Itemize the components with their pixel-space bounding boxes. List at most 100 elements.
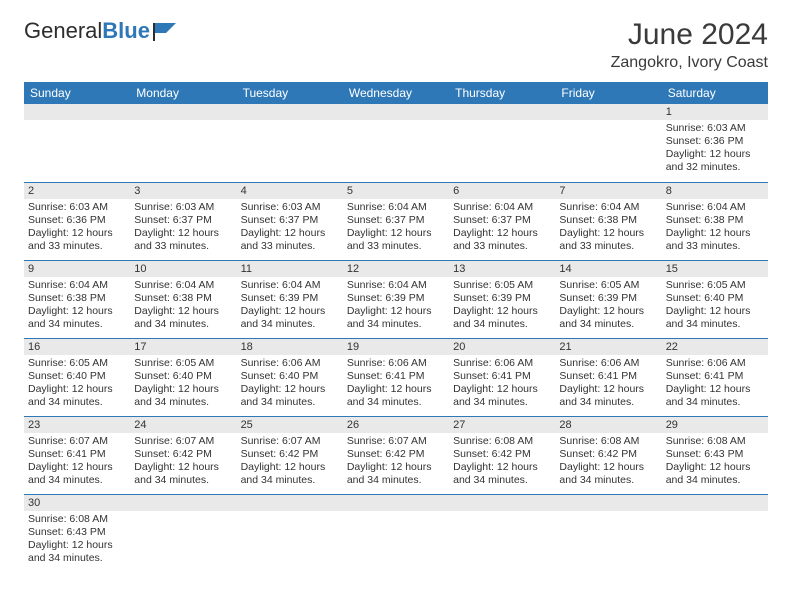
daylight-line: Daylight: 12 hours and 32 minutes. — [666, 148, 764, 174]
daylight-line: Daylight: 12 hours and 34 minutes. — [453, 461, 551, 487]
day-number: 6 — [449, 183, 555, 199]
day-number: 20 — [449, 339, 555, 355]
sunset-line: Sunset: 6:42 PM — [453, 448, 551, 461]
daylight-line: Daylight: 12 hours and 33 minutes. — [347, 227, 445, 253]
calendar-cell: 22Sunrise: 6:06 AMSunset: 6:41 PMDayligh… — [662, 338, 768, 416]
calendar-cell: 23Sunrise: 6:07 AMSunset: 6:41 PMDayligh… — [24, 416, 130, 494]
daylight-line: Daylight: 12 hours and 33 minutes. — [666, 227, 764, 253]
day-number: 19 — [343, 339, 449, 355]
daylight-line: Daylight: 12 hours and 34 minutes. — [241, 461, 339, 487]
day-number-empty — [555, 104, 661, 120]
day-details: Sunrise: 6:03 AMSunset: 6:36 PMDaylight:… — [662, 120, 768, 177]
calendar-cell: 9Sunrise: 6:04 AMSunset: 6:38 PMDaylight… — [24, 260, 130, 338]
calendar-table: Sunday Monday Tuesday Wednesday Thursday… — [24, 82, 768, 572]
sunset-line: Sunset: 6:43 PM — [28, 526, 126, 539]
day-number-empty — [555, 495, 661, 511]
sunrise-line: Sunrise: 6:04 AM — [241, 279, 339, 292]
calendar-cell: 2Sunrise: 6:03 AMSunset: 6:36 PMDaylight… — [24, 182, 130, 260]
day-number: 12 — [343, 261, 449, 277]
day-details: Sunrise: 6:05 AMSunset: 6:40 PMDaylight:… — [662, 277, 768, 334]
day-details: Sunrise: 6:06 AMSunset: 6:41 PMDaylight:… — [662, 355, 768, 412]
sunrise-line: Sunrise: 6:08 AM — [28, 513, 126, 526]
calendar-cell: 16Sunrise: 6:05 AMSunset: 6:40 PMDayligh… — [24, 338, 130, 416]
sunset-line: Sunset: 6:41 PM — [347, 370, 445, 383]
calendar-cell: 28Sunrise: 6:08 AMSunset: 6:42 PMDayligh… — [555, 416, 661, 494]
day-number: 10 — [130, 261, 236, 277]
sunrise-line: Sunrise: 6:07 AM — [241, 435, 339, 448]
sunset-line: Sunset: 6:37 PM — [241, 214, 339, 227]
day-number-empty — [237, 104, 343, 120]
day-details: Sunrise: 6:08 AMSunset: 6:42 PMDaylight:… — [449, 433, 555, 490]
day-details: Sunrise: 6:07 AMSunset: 6:42 PMDaylight:… — [130, 433, 236, 490]
calendar-row: 2Sunrise: 6:03 AMSunset: 6:36 PMDaylight… — [24, 182, 768, 260]
sunrise-line: Sunrise: 6:04 AM — [666, 201, 764, 214]
calendar-cell — [449, 494, 555, 572]
day-number: 8 — [662, 183, 768, 199]
daylight-line: Daylight: 12 hours and 34 minutes. — [28, 305, 126, 331]
month-title: June 2024 — [611, 18, 768, 52]
sunrise-line: Sunrise: 6:05 AM — [666, 279, 764, 292]
day-details: Sunrise: 6:04 AMSunset: 6:38 PMDaylight:… — [555, 199, 661, 256]
calendar-cell: 18Sunrise: 6:06 AMSunset: 6:40 PMDayligh… — [237, 338, 343, 416]
day-number: 21 — [555, 339, 661, 355]
weekday-friday: Friday — [555, 82, 661, 104]
daylight-line: Daylight: 12 hours and 34 minutes. — [134, 461, 232, 487]
calendar-cell — [130, 494, 236, 572]
calendar-row: 9Sunrise: 6:04 AMSunset: 6:38 PMDaylight… — [24, 260, 768, 338]
day-number: 23 — [24, 417, 130, 433]
daylight-line: Daylight: 12 hours and 34 minutes. — [28, 461, 126, 487]
daylight-line: Daylight: 12 hours and 34 minutes. — [28, 383, 126, 409]
calendar-cell: 4Sunrise: 6:03 AMSunset: 6:37 PMDaylight… — [237, 182, 343, 260]
sunrise-line: Sunrise: 6:04 AM — [347, 279, 445, 292]
daylight-line: Daylight: 12 hours and 34 minutes. — [28, 539, 126, 565]
sunrise-line: Sunrise: 6:08 AM — [453, 435, 551, 448]
sunrise-line: Sunrise: 6:06 AM — [666, 357, 764, 370]
sunrise-line: Sunrise: 6:06 AM — [347, 357, 445, 370]
sunset-line: Sunset: 6:39 PM — [559, 292, 657, 305]
day-number: 17 — [130, 339, 236, 355]
sunset-line: Sunset: 6:37 PM — [134, 214, 232, 227]
calendar-cell — [24, 104, 130, 182]
daylight-line: Daylight: 12 hours and 33 minutes. — [559, 227, 657, 253]
location: Zangokro, Ivory Coast — [611, 54, 768, 72]
day-number: 7 — [555, 183, 661, 199]
daylight-line: Daylight: 12 hours and 33 minutes. — [134, 227, 232, 253]
day-details: Sunrise: 6:07 AMSunset: 6:42 PMDaylight:… — [343, 433, 449, 490]
calendar-row: 16Sunrise: 6:05 AMSunset: 6:40 PMDayligh… — [24, 338, 768, 416]
calendar-cell — [343, 104, 449, 182]
day-number: 26 — [343, 417, 449, 433]
calendar-cell — [555, 104, 661, 182]
sunrise-line: Sunrise: 6:04 AM — [134, 279, 232, 292]
day-number: 30 — [24, 495, 130, 511]
sunset-line: Sunset: 6:43 PM — [666, 448, 764, 461]
sunset-line: Sunset: 6:42 PM — [241, 448, 339, 461]
calendar-cell — [449, 104, 555, 182]
calendar-cell: 7Sunrise: 6:04 AMSunset: 6:38 PMDaylight… — [555, 182, 661, 260]
sunrise-line: Sunrise: 6:04 AM — [28, 279, 126, 292]
daylight-line: Daylight: 12 hours and 33 minutes. — [28, 227, 126, 253]
sunset-line: Sunset: 6:39 PM — [241, 292, 339, 305]
calendar-cell: 6Sunrise: 6:04 AMSunset: 6:37 PMDaylight… — [449, 182, 555, 260]
day-number: 28 — [555, 417, 661, 433]
sunset-line: Sunset: 6:36 PM — [666, 135, 764, 148]
calendar-cell — [237, 104, 343, 182]
day-number: 25 — [237, 417, 343, 433]
logo-text-2: Blue — [102, 18, 150, 44]
daylight-line: Daylight: 12 hours and 34 minutes. — [241, 305, 339, 331]
day-number: 29 — [662, 417, 768, 433]
day-number-empty — [449, 495, 555, 511]
weekday-sunday: Sunday — [24, 82, 130, 104]
logo: GeneralBlue — [24, 18, 178, 44]
day-number: 11 — [237, 261, 343, 277]
daylight-line: Daylight: 12 hours and 34 minutes. — [134, 305, 232, 331]
daylight-line: Daylight: 12 hours and 34 minutes. — [666, 383, 764, 409]
calendar-cell: 29Sunrise: 6:08 AMSunset: 6:43 PMDayligh… — [662, 416, 768, 494]
weekday-saturday: Saturday — [662, 82, 768, 104]
calendar-cell: 24Sunrise: 6:07 AMSunset: 6:42 PMDayligh… — [130, 416, 236, 494]
day-details: Sunrise: 6:04 AMSunset: 6:38 PMDaylight:… — [24, 277, 130, 334]
day-number: 5 — [343, 183, 449, 199]
day-number-empty — [130, 495, 236, 511]
daylight-line: Daylight: 12 hours and 34 minutes. — [347, 305, 445, 331]
calendar-cell: 1Sunrise: 6:03 AMSunset: 6:36 PMDaylight… — [662, 104, 768, 182]
calendar-cell: 8Sunrise: 6:04 AMSunset: 6:38 PMDaylight… — [662, 182, 768, 260]
